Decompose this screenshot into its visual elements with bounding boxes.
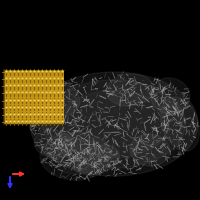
Ellipse shape bbox=[130, 134, 170, 166]
Ellipse shape bbox=[106, 74, 154, 106]
Ellipse shape bbox=[40, 132, 112, 180]
Bar bbox=[4, 70, 64, 124]
Ellipse shape bbox=[161, 97, 199, 151]
Ellipse shape bbox=[23, 102, 57, 130]
Ellipse shape bbox=[40, 84, 80, 116]
Ellipse shape bbox=[49, 138, 103, 174]
Ellipse shape bbox=[59, 90, 169, 158]
Ellipse shape bbox=[73, 145, 119, 175]
Ellipse shape bbox=[34, 130, 74, 158]
Ellipse shape bbox=[30, 72, 198, 176]
Ellipse shape bbox=[43, 80, 185, 168]
Ellipse shape bbox=[150, 78, 190, 114]
